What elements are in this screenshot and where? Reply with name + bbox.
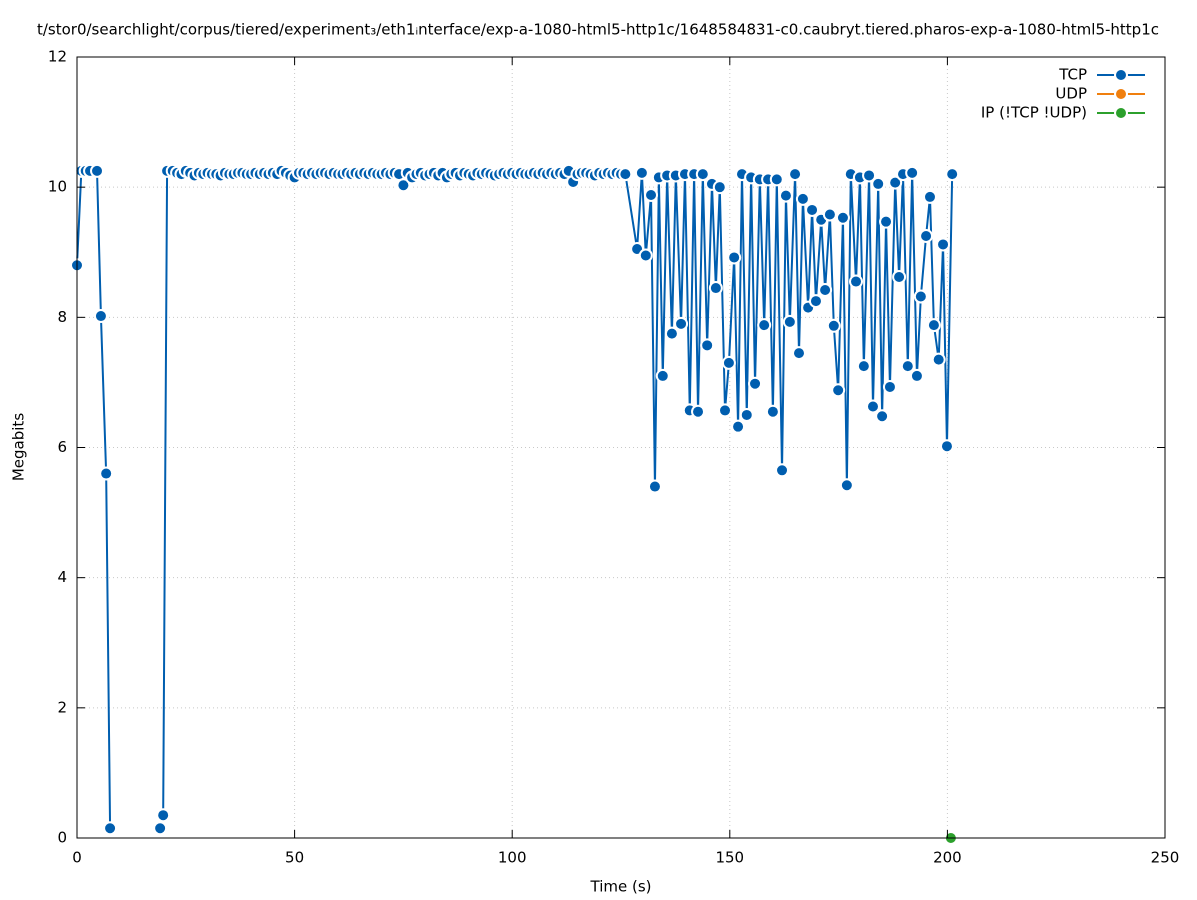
data-point (919, 228, 934, 243)
data-point (655, 368, 670, 383)
data-point (926, 318, 941, 333)
data-point (808, 294, 823, 309)
y-tick-label: 8 (57, 308, 67, 326)
data-point (674, 316, 689, 331)
data-point (156, 808, 171, 823)
data-point (93, 309, 108, 324)
data-point (892, 269, 907, 284)
legend-marker (1114, 106, 1128, 120)
data-point (805, 202, 820, 217)
data-point (888, 175, 903, 190)
data-point (618, 167, 633, 182)
data-point (900, 359, 915, 374)
x-axis-label: Time (s) (590, 878, 652, 896)
legend-label: UDP (1055, 85, 1087, 103)
data-point (103, 821, 118, 836)
data-point (939, 439, 954, 454)
y-tick-label: 2 (57, 698, 67, 716)
x-tick-label: 0 (72, 849, 82, 867)
data-point (664, 326, 679, 341)
data-point (647, 479, 662, 494)
data-point (721, 355, 736, 370)
data-point (835, 210, 850, 225)
data-point (795, 191, 810, 206)
data-point (839, 478, 854, 493)
data-point (865, 399, 880, 414)
x-tick-label: 150 (715, 849, 744, 867)
data-point (700, 338, 715, 353)
legend-label: TCP (1058, 66, 1087, 84)
data-point (708, 281, 723, 296)
data-point (913, 289, 928, 304)
plot-area (70, 163, 960, 845)
y-tick-label: 0 (57, 829, 67, 847)
chart-title: t/stor0/searchlight/corpus/tiered/experi… (37, 21, 1159, 39)
data-point (822, 207, 837, 222)
data-point (691, 404, 706, 419)
legend-label: IP (!TCP !UDP) (981, 104, 1087, 122)
data-point (875, 409, 890, 424)
data-point (153, 821, 168, 836)
data-point (638, 248, 653, 263)
data-point (757, 318, 772, 333)
data-point (634, 165, 649, 180)
data-point (879, 214, 894, 229)
data-point (856, 359, 871, 374)
data-point (882, 379, 897, 394)
y-axis-label: Megabits (10, 413, 28, 481)
data-point (782, 314, 797, 329)
data-point (718, 403, 733, 418)
x-tick-label: 100 (498, 849, 527, 867)
y-tick-label: 6 (57, 438, 67, 456)
data-point (931, 352, 946, 367)
data-point (818, 282, 833, 297)
legend-marker (1114, 87, 1128, 101)
data-point (712, 180, 727, 195)
data-point (775, 463, 790, 478)
x-tick-label: 200 (933, 849, 962, 867)
y-tick-label: 12 (48, 48, 67, 66)
data-point (905, 165, 920, 180)
data-point (731, 419, 746, 434)
data-point (791, 346, 806, 361)
data-point (739, 407, 754, 422)
data-point (945, 167, 960, 182)
x-tick-label: 50 (285, 849, 304, 867)
data-point (871, 176, 886, 191)
data-point (644, 187, 659, 202)
data-point (849, 274, 864, 289)
data-point (748, 376, 763, 391)
data-point (396, 178, 411, 193)
data-point (778, 188, 793, 203)
data-point (727, 250, 742, 265)
data-point (788, 167, 803, 182)
data-point (90, 163, 105, 178)
data-point (99, 466, 114, 481)
data-point (922, 189, 937, 204)
legend-marker (1114, 68, 1128, 82)
y-tick-label: 10 (48, 178, 67, 196)
data-point (831, 383, 846, 398)
x-tick-label: 250 (1151, 849, 1180, 867)
data-point (862, 168, 877, 183)
data-point (769, 172, 784, 187)
y-tick-label: 4 (57, 568, 67, 586)
data-point (765, 404, 780, 419)
data-point (826, 318, 841, 333)
data-point (695, 167, 710, 182)
data-point (909, 368, 924, 383)
data-point (936, 237, 951, 252)
